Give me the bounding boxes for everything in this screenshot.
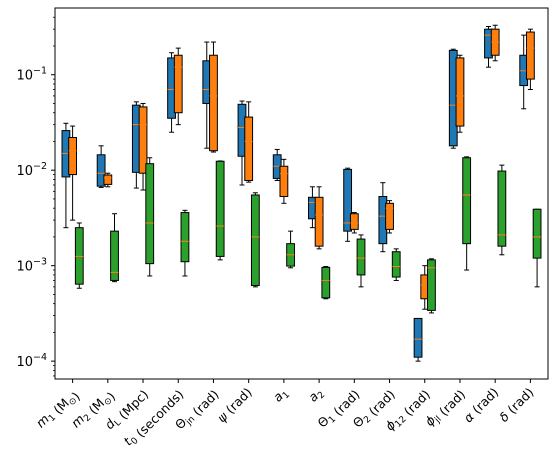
x-axis: m1 (M⊙)m2 (M⊙)dL (Mpc)t0 (seconds)Θjn (r…	[33, 379, 537, 448]
y-axis: 10−4 10−3 10−2 10−1	[16, 16, 55, 377]
box-2-9	[385, 200, 394, 234]
box-3-1	[110, 213, 119, 283]
box-2-8	[349, 212, 359, 234]
box-1-8	[343, 167, 353, 242]
box-body	[244, 116, 254, 182]
box-2-1	[103, 172, 113, 188]
box-3-8	[356, 234, 366, 288]
box-body	[68, 137, 78, 176]
box-1-10	[413, 317, 423, 362]
box-1-1	[96, 145, 106, 188]
box-3-10	[427, 258, 436, 314]
box-2-3	[173, 47, 183, 126]
box-1-4	[202, 41, 212, 149]
x-tick-label: ϕjl (rad)	[422, 385, 468, 431]
box-body	[215, 160, 225, 257]
box-2-11	[455, 54, 465, 133]
box-body	[110, 230, 119, 281]
series-3	[74, 156, 542, 314]
series-2	[68, 24, 535, 310]
box-body	[462, 157, 472, 245]
x-tick-label: δ (rad)	[496, 385, 536, 425]
box-3-13	[532, 208, 542, 288]
box-body	[413, 317, 423, 358]
y-tick-label: 10−3	[16, 257, 47, 275]
box-3-9	[391, 248, 401, 281]
box-body	[279, 165, 289, 198]
box-body	[455, 57, 465, 127]
box-3-5	[250, 192, 260, 288]
box-3-4	[215, 160, 225, 261]
box-body	[349, 213, 359, 230]
x-tick-label: ψ (rad)	[214, 385, 255, 426]
box-2-12	[490, 24, 500, 62]
series-1	[61, 26, 529, 362]
y-tick-label: 10−2	[16, 161, 47, 179]
x-tick-label: a1	[270, 385, 292, 407]
box-body	[343, 168, 353, 232]
box-body	[250, 194, 260, 286]
box-body	[173, 54, 183, 114]
box-3-3	[180, 209, 190, 277]
box-body	[391, 251, 401, 278]
box-3-2	[145, 157, 155, 277]
box-3-11	[462, 156, 472, 271]
box-3-6	[286, 230, 295, 269]
box-body	[321, 266, 331, 299]
box-body	[385, 202, 394, 230]
axes-frame	[54, 7, 549, 380]
box-body	[145, 163, 155, 265]
y-tick-label: 10−1	[16, 66, 47, 84]
box-body	[103, 174, 113, 185]
box-2-5	[244, 101, 254, 183]
plot-area	[61, 24, 542, 362]
box-2-2	[138, 102, 148, 191]
box-body	[532, 208, 542, 259]
box-body	[96, 154, 106, 187]
box-body	[138, 106, 148, 174]
x-tick-label: a2	[305, 385, 327, 407]
box-3-7	[321, 266, 331, 300]
box-body	[525, 31, 535, 80]
box-body	[356, 238, 366, 276]
box-3-0	[74, 222, 84, 289]
box-body	[209, 54, 218, 152]
box-body	[427, 259, 436, 311]
box-2-7	[314, 186, 324, 250]
box-2-0	[68, 125, 78, 221]
box-body	[314, 196, 324, 247]
box-2-4	[209, 41, 218, 153]
box-2-6	[279, 158, 289, 204]
x-tick-label: α (rad)	[460, 385, 501, 426]
box-body	[497, 170, 507, 247]
box-body	[180, 212, 190, 263]
y-tick-label: 10−4	[16, 352, 47, 370]
box-2-13	[525, 28, 535, 91]
box-3-12	[497, 164, 507, 256]
